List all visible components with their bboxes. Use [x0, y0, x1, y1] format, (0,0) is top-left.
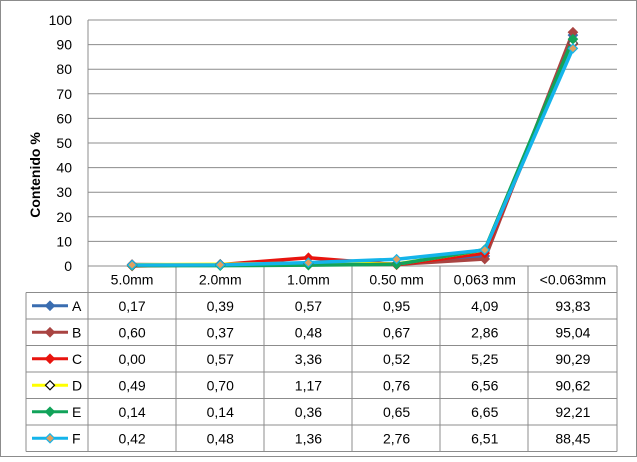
legend-entry: C	[72, 351, 82, 367]
table-cell-value: 95,04	[555, 324, 590, 340]
data-point	[479, 253, 491, 265]
legend-key-marker	[44, 379, 56, 391]
table-cell-value: 3,36	[295, 351, 322, 367]
table-cell-value: 2,86	[471, 324, 498, 340]
table-cell-value: 0,14	[118, 404, 145, 420]
legend-entry: F	[72, 430, 81, 446]
series-line	[132, 47, 575, 267]
table-cell-value: 4,09	[471, 298, 498, 314]
legend-entry: A	[72, 298, 82, 314]
data-point	[479, 244, 491, 256]
table-cell-value: 0,36	[295, 404, 322, 420]
table-cell-value: 0,57	[295, 298, 322, 314]
data-point	[126, 259, 138, 271]
x-category-label: 5.0mm	[111, 271, 154, 287]
table-cell-value: 90,62	[555, 377, 590, 393]
legend-key-marker	[44, 300, 56, 312]
table-cell-value: 0,42	[118, 430, 145, 446]
x-category-label: 0,063 mm	[454, 271, 516, 287]
table-cell-value: 93,83	[555, 298, 590, 314]
legend-key-marker	[44, 353, 56, 365]
legend-entry: B	[72, 324, 81, 340]
table-cell-value: 0,37	[207, 324, 234, 340]
y-tick-label: 60	[56, 110, 72, 126]
legend-key-marker	[44, 326, 56, 338]
table-cell-value: 0,67	[383, 324, 410, 340]
table-cell-value: 0,00	[118, 351, 145, 367]
table-cell-value: 92,21	[555, 404, 590, 420]
x-category-label: 1.0mm	[287, 271, 330, 287]
table-cell-value: 2,76	[383, 430, 410, 446]
x-category-label: 2.0mm	[199, 271, 242, 287]
data-point	[391, 253, 402, 265]
x-category-label: 0.50 mm	[369, 271, 423, 287]
table-cell-value: 6,56	[471, 377, 498, 393]
table-cell-value: 0,65	[383, 404, 410, 420]
table-cell-value: 6,51	[471, 430, 498, 446]
table-cell-value: 88,45	[555, 430, 590, 446]
data-point	[567, 43, 579, 54]
table-cell-value: 0,70	[207, 377, 234, 393]
table-cell-value: 6,65	[471, 404, 498, 420]
legend-key-marker	[44, 406, 56, 418]
y-tick-label: 0	[64, 258, 72, 274]
legend-key-marker	[44, 432, 56, 444]
legend-entry: E	[72, 404, 81, 420]
table-cell-value: 0,60	[118, 324, 145, 340]
table-cell-value: 90,29	[555, 351, 590, 367]
y-axis-title: Contenido %	[27, 132, 43, 218]
data-point	[303, 257, 314, 269]
table-cell-value: 0,49	[118, 377, 145, 393]
data-point	[214, 259, 226, 271]
table-cell-value: 0,52	[383, 351, 410, 367]
table-cell-value: 1,36	[295, 430, 322, 446]
y-tick-label: 10	[56, 233, 72, 249]
y-tick-label: 70	[56, 86, 72, 102]
y-tick-label: 50	[56, 135, 72, 151]
table-cell-value: 1,17	[295, 377, 322, 393]
legend-entry: D	[72, 377, 82, 393]
table-cell-value: 0,95	[383, 298, 410, 314]
y-tick-label: 40	[56, 160, 72, 176]
table-cell-value: 0,39	[207, 298, 234, 314]
table-cell-value: 0,76	[383, 377, 410, 393]
table-cell-value: 0,14	[207, 404, 234, 420]
table-cell-value: 0,48	[295, 324, 322, 340]
y-tick-label: 90	[56, 37, 72, 53]
y-tick-label: 80	[56, 61, 72, 77]
y-tick-label: 100	[49, 12, 73, 28]
x-category-label: <0.063mm	[540, 271, 607, 287]
table-cell-value: 0,48	[207, 430, 234, 446]
y-tick-label: 30	[56, 184, 72, 200]
y-tick-label: 20	[56, 209, 72, 225]
table-cell-value: 0,17	[118, 298, 145, 314]
table-cell-value: 0,57	[207, 351, 234, 367]
table-cell-value: 5,25	[471, 351, 498, 367]
